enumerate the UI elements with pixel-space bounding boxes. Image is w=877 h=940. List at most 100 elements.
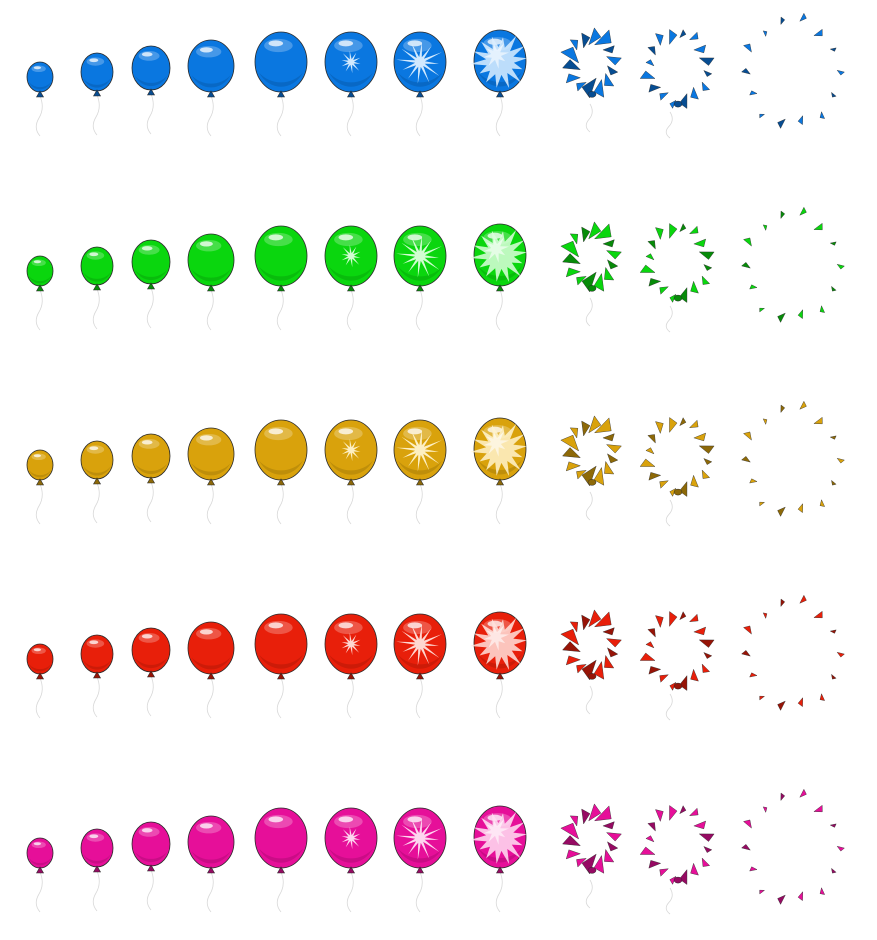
balloon-shard [560, 46, 580, 64]
balloon-frame-10-shatter-2 [639, 611, 715, 721]
pop-spark [341, 438, 361, 462]
balloon-shard [749, 672, 758, 678]
balloon-shard [669, 417, 678, 433]
balloon-shadow [28, 664, 52, 672]
balloon-shadow [191, 463, 231, 476]
balloon-string [665, 887, 673, 915]
balloon-knot [276, 866, 286, 874]
balloon-frame-7-pop-spark-large [393, 807, 447, 913]
balloon-shard [797, 503, 803, 514]
balloon-frame-8-pop-burst [470, 611, 527, 719]
balloon-knot [92, 865, 102, 873]
balloon-shard [560, 628, 580, 646]
balloon-string [585, 297, 593, 327]
balloon-shadow [191, 75, 231, 88]
balloon-knot [35, 478, 45, 486]
balloon-shine [338, 816, 354, 823]
pop-spark [396, 429, 442, 472]
balloon-string [495, 871, 503, 913]
balloon-shard [693, 820, 706, 830]
balloon-shard [698, 251, 715, 260]
balloon-shadow [258, 460, 304, 475]
balloon-shard [688, 31, 699, 41]
balloon-shard [605, 832, 622, 842]
balloon-shadow [191, 851, 231, 864]
balloon-shadow [83, 272, 111, 282]
balloon-string [495, 483, 503, 525]
balloon-shard [655, 421, 664, 434]
balloon-frame-2-inflate-2 [80, 52, 114, 136]
balloon-shadow [191, 657, 231, 670]
balloon-shine [407, 40, 423, 47]
balloon-shine [89, 446, 99, 451]
balloon-frame-1-inflate-1 [26, 643, 54, 719]
balloon-shadow [28, 276, 52, 284]
balloon-shard [703, 264, 713, 271]
balloon-shine [33, 260, 42, 264]
balloon-shard [819, 887, 825, 895]
balloon-string [146, 93, 154, 135]
balloon-shard [588, 221, 602, 240]
balloon-shine [199, 241, 213, 247]
balloon-knot [206, 90, 216, 98]
balloon-knot [206, 866, 216, 874]
balloon-shard [741, 844, 751, 851]
balloon-shard [690, 668, 699, 682]
balloon-string [665, 693, 673, 721]
balloon-frame-6-pop-spark-small [324, 807, 378, 913]
balloon-frame-7-pop-spark-large [393, 31, 447, 137]
balloon-shard [639, 70, 656, 79]
balloon-shard [565, 461, 581, 472]
balloon-shard [679, 93, 688, 109]
balloon-shard [648, 84, 662, 93]
balloon-shadow [258, 266, 304, 281]
balloon-shard [780, 404, 786, 414]
balloon-shard [647, 628, 656, 638]
balloon-shard [581, 420, 591, 437]
balloon-shadow [28, 470, 52, 478]
balloon-shard [703, 70, 713, 77]
balloon-shard [593, 272, 605, 292]
balloon-frame-5-inflate-5 [254, 807, 308, 913]
balloon-shadow [328, 460, 374, 475]
balloon-shard [741, 262, 751, 269]
balloon-frame-3-inflate-3 [131, 239, 171, 329]
balloon-shard [581, 271, 597, 293]
balloon-shard [780, 598, 786, 608]
pop-burst-core [483, 625, 510, 651]
balloon-knot [673, 488, 683, 496]
balloon-shard [759, 307, 766, 313]
balloon-shard [797, 115, 803, 126]
balloon-frame-9-shatter-1 [560, 803, 622, 909]
balloon-shard [797, 697, 803, 708]
balloon-shine [268, 234, 284, 241]
balloon-shard [679, 417, 687, 427]
balloon-shard [679, 805, 687, 815]
balloon-knot [415, 866, 425, 874]
balloon-knot [415, 478, 425, 486]
pop-spark [396, 623, 442, 666]
balloon-string [276, 871, 284, 913]
pop-spark [341, 244, 361, 268]
balloon-shard [645, 447, 655, 455]
balloon-string [206, 289, 214, 331]
balloon-shadow [477, 265, 523, 281]
balloon-string [346, 483, 354, 525]
balloon-shard [588, 27, 602, 46]
balloon-string [276, 289, 284, 331]
balloon-shard [581, 659, 597, 681]
balloon-row-blue [26, 12, 845, 139]
balloon-shard [605, 638, 622, 648]
balloon-shard [645, 641, 655, 649]
balloon-shard [759, 889, 766, 895]
balloon-frame-10-shatter-2 [639, 223, 715, 333]
balloon-shine [33, 66, 42, 70]
balloon-frame-11-shatter-3 [741, 594, 845, 711]
balloon-shadow [83, 854, 111, 864]
balloon-shard [593, 854, 605, 874]
balloon-shard [819, 111, 825, 119]
balloon-knot [276, 90, 286, 98]
balloon-shard [829, 823, 837, 828]
